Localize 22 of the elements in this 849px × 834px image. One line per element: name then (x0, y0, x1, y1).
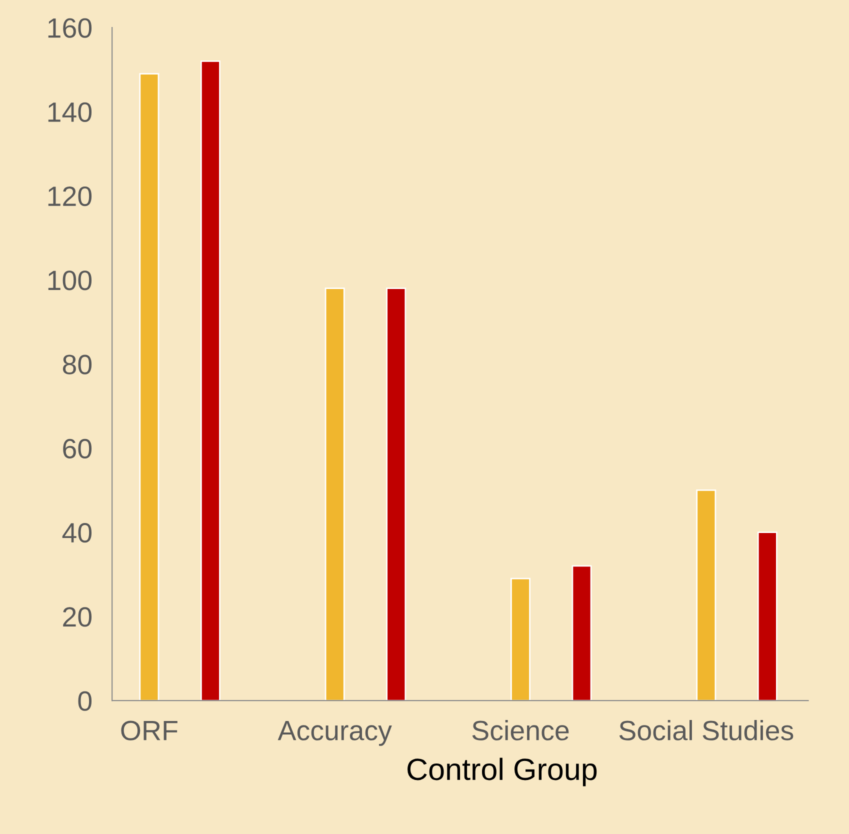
y-tick-label: 0 (78, 691, 92, 711)
bar (324, 288, 345, 701)
bar (696, 490, 716, 701)
x-tick-label: Science (472, 720, 569, 740)
bar (757, 532, 778, 701)
x-axis-title: Control Group (408, 758, 597, 786)
bar (386, 288, 406, 701)
y-tick-label: 140 (48, 102, 92, 122)
x-tick-label: ORF (121, 720, 178, 740)
x-tick-label: Social Studies (619, 720, 794, 740)
y-tick-label: 60 (63, 438, 92, 459)
bar (572, 565, 592, 701)
y-tick-label: 160 (48, 18, 92, 38)
y-tick-label: 120 (48, 186, 92, 206)
y-tick-label: 40 (62, 522, 92, 543)
bar (510, 578, 530, 701)
x-tick-label: Accuracy (278, 721, 392, 746)
bar (200, 60, 220, 701)
y-tick-label: 80 (62, 354, 92, 374)
y-tick-label: 100 (48, 270, 92, 290)
bar (139, 73, 160, 701)
y-tick-label: 20 (63, 607, 92, 627)
